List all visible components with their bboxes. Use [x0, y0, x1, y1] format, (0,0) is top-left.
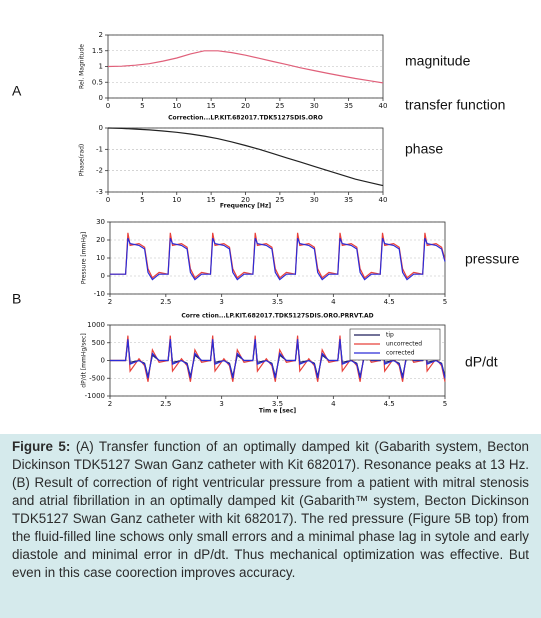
x-tick-label: 5 — [443, 400, 447, 408]
data-line — [110, 339, 446, 379]
plot-frame — [107, 127, 384, 193]
x-axis-label: Tim e [sec] — [259, 408, 297, 415]
x-tick-label: 3 — [219, 400, 223, 408]
figure-background — [0, 0, 541, 434]
y-tick-label: 1 — [99, 63, 103, 71]
x-tick-label: 40 — [379, 196, 388, 204]
x-tick-label: 3.5 — [272, 400, 283, 408]
y-tick-label: 500 — [92, 339, 105, 347]
x-tick-label: 35 — [344, 196, 353, 204]
y-tick-label: 20 — [96, 236, 105, 244]
data-line — [107, 50, 384, 84]
x-tick-label: 20 — [241, 196, 250, 204]
x-tick-label: 5 — [443, 298, 447, 306]
y-tick-label: 2 — [99, 31, 103, 39]
x-tick-label: 2.5 — [160, 298, 171, 306]
y-tick-label: 0 — [101, 357, 105, 365]
x-tick-label: 4.5 — [384, 400, 395, 408]
x-tick-label: 15 — [207, 102, 216, 110]
y-tick-label: 0 — [99, 124, 103, 132]
y-tick-label: -2 — [96, 167, 103, 175]
y-tick-label: 1000 — [87, 321, 105, 329]
x-tick-label: 2.5 — [160, 400, 171, 408]
y-axis-label: Rel. Magnitude — [79, 44, 86, 89]
x-axis-label: Corre ction...LP.KIT.682017.TDK5127SDIS.… — [181, 313, 373, 320]
y-tick-label: -10 — [94, 290, 105, 298]
panel-label: B — [12, 291, 21, 307]
y-tick-label: -500 — [89, 374, 105, 382]
x-tick-label: 25 — [275, 102, 284, 110]
x-tick-label: 4 — [331, 400, 336, 408]
caption-text: (A) Transfer function of an optimally da… — [12, 439, 529, 580]
x-tick-label: 5 — [140, 196, 144, 204]
y-tick-label: 10 — [96, 254, 105, 262]
y-tick-label: -1 — [96, 145, 103, 153]
legend-label: uncorrected — [386, 341, 422, 348]
y-tick-label: 0 — [99, 94, 103, 102]
side-label: dP/dt — [465, 354, 498, 370]
x-tick-label: 0 — [106, 102, 110, 110]
y-axis-label: Phase(rad) — [79, 144, 86, 177]
x-tick-label: 3.5 — [272, 298, 283, 306]
y-tick-label: -1000 — [85, 392, 105, 400]
x-tick-label: 10 — [172, 196, 181, 204]
x-tick-label: 4 — [331, 298, 336, 306]
side-label: transfer function — [405, 97, 505, 113]
y-tick-label: 30 — [96, 218, 105, 226]
x-tick-label: 15 — [207, 196, 216, 204]
x-tick-label: 10 — [172, 102, 181, 110]
x-tick-label: 30 — [310, 196, 319, 204]
x-tick-label: 5 — [140, 102, 144, 110]
x-tick-label: 30 — [310, 102, 319, 110]
side-label: pressure — [465, 251, 520, 267]
x-tick-label: 40 — [379, 102, 388, 110]
legend-label: corrected — [386, 350, 415, 357]
x-axis-label: Correction...LP.KIT.682017.TDK5127SDIS.O… — [168, 115, 323, 122]
caption: Figure 5: (A) Transfer function of an op… — [12, 438, 529, 582]
side-label: phase — [405, 141, 443, 157]
caption-label: Figure 5: — [12, 439, 71, 454]
x-tick-label: 4.5 — [384, 298, 395, 306]
y-axis-label: Pressure [mmHg] — [81, 232, 88, 284]
data-line — [110, 237, 446, 281]
x-tick-label: 20 — [241, 102, 250, 110]
x-tick-label: 2 — [108, 298, 112, 306]
y-axis-label: dP/dt [mmHg/sec] — [81, 333, 88, 387]
y-tick-label: 1.5 — [92, 47, 103, 55]
side-label: magnitude — [405, 53, 471, 69]
data-line — [107, 127, 384, 187]
figure: A B magnitude transfer function phase pr… — [0, 0, 541, 434]
x-tick-label: 0 — [106, 196, 110, 204]
panel-label: A — [12, 83, 22, 99]
y-tick-label: 0.5 — [92, 78, 103, 86]
x-tick-label: 3 — [219, 298, 223, 306]
y-tick-label: -3 — [96, 188, 103, 196]
x-tick-label: 2 — [108, 400, 112, 408]
y-tick-label: 0 — [101, 272, 105, 280]
legend-label: tip — [386, 332, 394, 339]
x-axis-label: Frequency [Hz] — [220, 203, 271, 210]
x-tick-label: 35 — [344, 102, 353, 110]
x-tick-label: 25 — [275, 196, 284, 204]
